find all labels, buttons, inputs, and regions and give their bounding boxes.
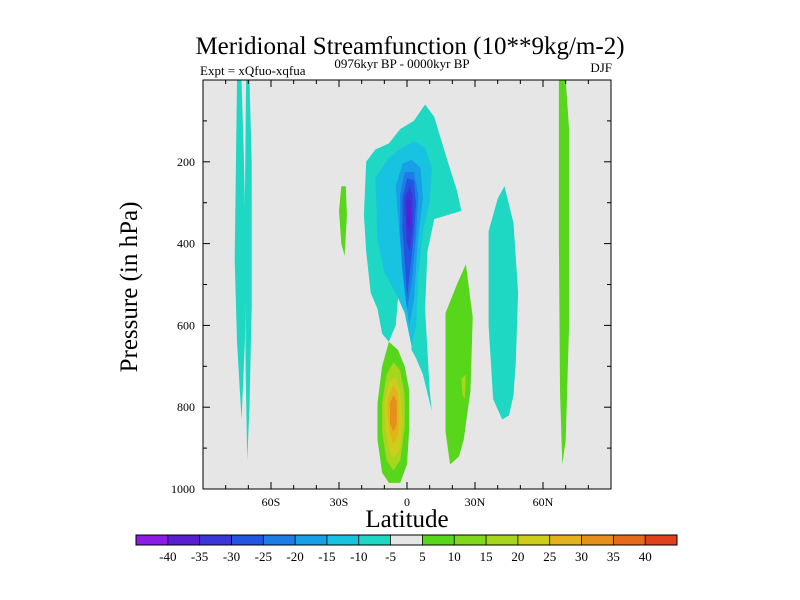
- colorbar-label--30: -30: [223, 549, 240, 564]
- colorbar-swatch-3: [199, 535, 232, 545]
- colorbar-label-25: 25: [543, 549, 556, 564]
- contour-region-15: [390, 394, 397, 432]
- contour-region-18: [488, 186, 519, 420]
- contour-region-2: [244, 80, 252, 461]
- colorbar-swatch-8: [358, 535, 391, 545]
- x-axis-label: Latitude: [365, 506, 448, 533]
- colorbar-swatch-6: [295, 535, 328, 545]
- colorbar-label-20: 20: [511, 549, 524, 564]
- y-tick-label-400: 400: [177, 237, 195, 251]
- contour-region-3: [339, 186, 347, 256]
- colorbar-frame: [135, 534, 678, 546]
- y-axis-label: Pressure (in hPa): [116, 202, 143, 373]
- colorbar-label-15: 15: [480, 549, 493, 564]
- colorbar-label-40: 40: [639, 549, 652, 564]
- y-axis-ticks: 200 400 600 800 1000: [171, 120, 611, 496]
- colorbar-swatch-16: [613, 535, 646, 545]
- chart-title: Meridional Streamfunction (10**9kg/m-2): [195, 33, 624, 60]
- colorbar-swatch-1: [136, 535, 169, 545]
- contour-region-1: [234, 80, 247, 420]
- contour-region-17: [461, 374, 466, 399]
- colorbar-swatch-10: [422, 535, 455, 545]
- colorbar-swatch-12: [486, 535, 519, 545]
- x-tick-label-60S: 60S: [262, 495, 281, 509]
- colorbar-label-5: 5: [419, 549, 426, 564]
- colorbar-swatch-17: [645, 535, 678, 545]
- y-tick-label-1000: 1000: [171, 482, 195, 496]
- colorbar-swatch-15: [581, 535, 614, 545]
- x-tick-label-30S: 30S: [330, 495, 349, 509]
- x-axis-ticks: 60S 30S 0 30N 60N: [225, 80, 589, 509]
- x-tick-label-60N: 60N: [533, 495, 554, 509]
- colorbar-swatch-13: [517, 535, 550, 545]
- period-label: 0976kyr BP - 0000kyr BP: [334, 56, 469, 71]
- colorbar-swatch-7: [326, 535, 360, 545]
- colorbar-label--35: -35: [191, 549, 208, 564]
- contour-region-16: [445, 264, 473, 465]
- y-tick-label-600: 600: [177, 318, 195, 332]
- x-tick-label-0: 0: [404, 495, 410, 509]
- colorbar-label-30: 30: [575, 549, 588, 564]
- colorbar-label--10: -10: [350, 549, 367, 564]
- colorbar-label--5: -5: [385, 549, 396, 564]
- colorbar-label--25: -25: [255, 549, 272, 564]
- colorbar-label--40: -40: [159, 549, 176, 564]
- colorbar-swatch-14: [549, 535, 582, 545]
- colorbar: -40 -35 -30 -25 -20 -15 -10 -5 5 10 15 20 25 30 35 40: [135, 534, 678, 564]
- contour-region-19: [558, 80, 570, 465]
- colorbar-label--20: -20: [286, 549, 303, 564]
- colorbar-swatch-4: [231, 535, 264, 545]
- y-tick-label-800: 800: [177, 400, 195, 414]
- experiment-label: Expt = xQfuo-xqfua: [200, 63, 306, 78]
- contour-regions: [234, 80, 570, 483]
- colorbar-label-35: 35: [607, 549, 620, 564]
- colorbar-label--15: -15: [318, 549, 335, 564]
- colorbar-label-10: 10: [448, 549, 461, 564]
- season-label: DJF: [590, 60, 612, 75]
- x-tick-label-30N: 30N: [465, 495, 486, 509]
- colorbar-swatch-11: [454, 535, 487, 545]
- colorbar-swatch-2: [167, 535, 200, 545]
- contour-region-10: [407, 196, 412, 232]
- y-tick-label-200: 200: [177, 155, 195, 169]
- colorbar-swatch-5: [263, 535, 296, 545]
- colorbar-swatch-9: [390, 535, 423, 545]
